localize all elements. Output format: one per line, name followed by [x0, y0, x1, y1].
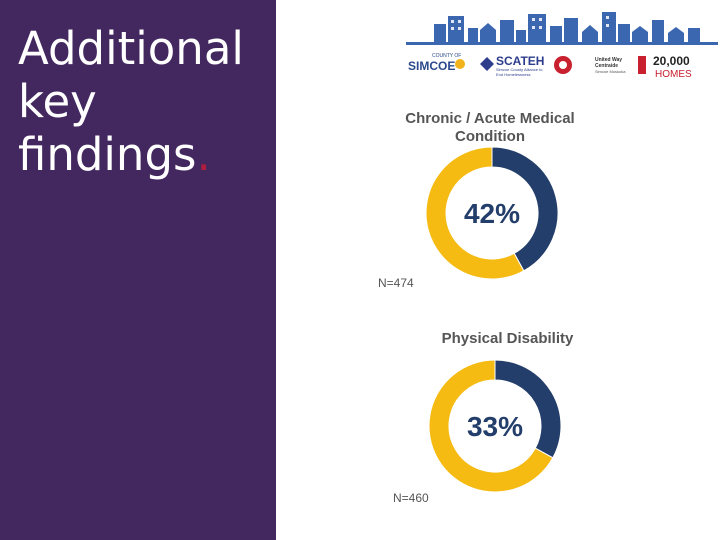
svg-text:20,000: 20,000	[653, 54, 690, 68]
donut-chart-physical-disability: 33%	[428, 359, 562, 493]
slide-title-line: key	[18, 75, 97, 128]
slide-title-word: findings	[18, 128, 197, 181]
title-panel: Additional key findings.	[0, 0, 276, 540]
sun-icon	[455, 59, 465, 69]
united-way-logo: United Way Centraide Simcoe Muskoka	[554, 56, 626, 74]
donut-slice-remainder	[425, 146, 525, 280]
svg-text:HOMES: HOMES	[655, 69, 692, 80]
svg-text:COUNTY OF: COUNTY OF	[432, 53, 461, 59]
donut-slice-remainder	[428, 359, 554, 493]
skyline-windows	[451, 16, 609, 30]
scateh-logo: SCATEH Simcoe County Alliance to End Hom…	[480, 54, 544, 77]
donut-slice-highlight	[494, 359, 562, 459]
sample-size-label: N=460	[393, 491, 429, 505]
title-accent-dot: .	[196, 128, 211, 181]
svg-text:SIMCOE: SIMCOE	[408, 59, 455, 73]
partner-logos-banner: COUNTY OF SIMCOE SCATEH Simcoe County Al…	[406, 12, 718, 80]
donut-center-label: 33%	[467, 411, 523, 442]
city-skyline-icon	[406, 12, 718, 45]
homes-20000-logo: 20,000 HOMES	[638, 54, 692, 80]
slide-title-line: Additional	[18, 22, 244, 75]
slide-title: Additional key findings.	[18, 22, 244, 181]
donut-center-label: 42%	[464, 198, 520, 229]
diamond-icon	[480, 57, 494, 71]
chart-title: Physical Disability	[441, 330, 574, 347]
svg-text:SCATEH: SCATEH	[496, 54, 544, 68]
svg-text:End Homelessness: End Homelessness	[496, 72, 530, 77]
slide-title-line: findings.	[18, 128, 244, 181]
svg-text:Simcoe County Alliance to: Simcoe County Alliance to	[496, 67, 543, 72]
svg-text:United Way: United Way	[595, 57, 622, 63]
svg-text:Simcoe Muskoka: Simcoe Muskoka	[595, 69, 626, 74]
chart-title: Chronic / Acute Medical Condition	[405, 110, 575, 145]
donut-chart-medical-condition: 42%	[425, 146, 559, 280]
simcoe-logo: COUNTY OF SIMCOE	[408, 53, 465, 73]
sample-size-label: N=474	[378, 276, 414, 290]
svg-text:Centraide: Centraide	[595, 63, 618, 69]
